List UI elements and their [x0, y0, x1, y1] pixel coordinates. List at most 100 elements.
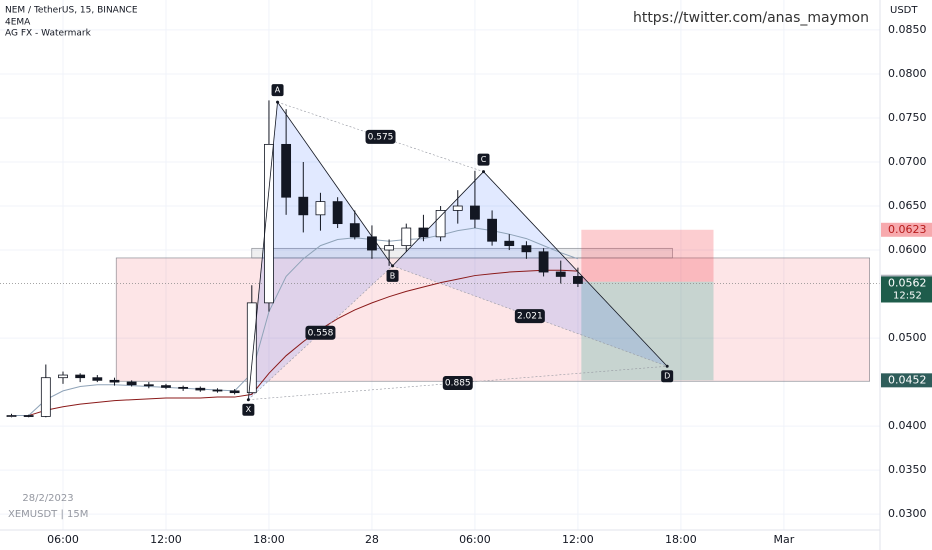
price-label-box	[881, 276, 932, 303]
price-label-box	[881, 222, 932, 237]
x-tick-label: 12:00	[150, 533, 182, 546]
ratio-box	[305, 325, 336, 340]
plot: 0.575 0.558 2.021 0.885 X A B C D	[0, 0, 880, 530]
candle-body	[58, 374, 68, 379]
y-tick-label: 0.0850	[888, 23, 927, 36]
chart-title: NEM / TetherUS, 15, BINANCE	[5, 6, 138, 16]
candle-body	[315, 201, 326, 216]
pattern-area	[392, 171, 668, 367]
y-tick-label: 0.0300	[888, 507, 927, 520]
x-tick-label: 06:00	[47, 533, 79, 546]
point-box	[242, 403, 255, 416]
candle-body	[384, 245, 395, 251]
y-tick-label: 0.0400	[888, 419, 927, 432]
candle-body	[161, 385, 171, 388]
price-label: 0.0562	[888, 276, 927, 289]
point-label: X	[246, 405, 252, 414]
ratio-box	[442, 375, 473, 390]
pattern-point	[276, 100, 280, 104]
y-tick-label: 0.0600	[888, 243, 927, 256]
pattern-leg	[247, 102, 278, 400]
x-tick-label: 18:00	[665, 533, 697, 546]
candle-body	[521, 245, 532, 253]
pattern-leg	[392, 171, 484, 267]
currency: USDT	[890, 5, 918, 16]
point-label: C	[481, 155, 487, 164]
ratio-box	[514, 309, 545, 324]
candle-body	[40, 377, 51, 417]
point-box	[661, 370, 674, 383]
y-tick-label: 0.0350	[888, 463, 927, 476]
candle-body	[92, 377, 103, 381]
candle-body	[195, 387, 206, 391]
candle-body	[229, 390, 240, 394]
candle-body	[281, 143, 292, 198]
pattern-point	[391, 264, 395, 268]
candle-body	[418, 227, 429, 238]
y-tick-label: 0.0750	[888, 111, 927, 124]
pattern-point	[482, 170, 486, 174]
ratio-label: 2.021	[517, 312, 543, 322]
ratio-label: 0.575	[368, 132, 394, 142]
point-label: D	[664, 372, 670, 381]
candle-body	[573, 276, 583, 284]
x-tick-label: 18:00	[253, 533, 285, 546]
candle-body	[143, 384, 154, 387]
x-tick-label: 06:00	[459, 533, 491, 546]
pattern-leg	[277, 101, 393, 267]
ratio-label: 0.885	[445, 378, 471, 388]
indicator: AG FX - Watermark	[5, 29, 92, 39]
candle-body	[555, 271, 566, 277]
watermark: https://twitter.com/anas_maymon	[633, 10, 869, 26]
pattern-point	[246, 398, 250, 402]
ema-line	[11, 269, 578, 417]
candle-body	[298, 196, 309, 216]
zone	[115, 257, 871, 382]
candle-body	[264, 143, 274, 304]
candle-body	[23, 415, 34, 417]
date-label: 28/2/2023	[22, 493, 73, 504]
candle-body	[75, 374, 86, 379]
point-box	[386, 269, 399, 282]
symbol-label: XEMUSDT | 15M	[8, 509, 88, 520]
pattern-point	[665, 364, 669, 368]
y-tick-label: 0.0500	[888, 331, 927, 344]
price-label-box	[881, 373, 932, 388]
ratio-line	[392, 265, 668, 367]
price-label: 0.0623	[888, 223, 927, 236]
x-tick-label: 12:00	[562, 533, 594, 546]
ratio-label: 0.558	[308, 328, 334, 338]
y-tick-label: 0.0650	[888, 199, 927, 212]
candle-body	[332, 201, 343, 225]
price-label: 0.0452	[888, 373, 927, 386]
candle-body	[126, 381, 137, 386]
candle-body	[487, 218, 497, 242]
zone	[581, 229, 714, 282]
candle-body	[349, 223, 360, 238]
point-label: A	[275, 86, 281, 95]
y-tick-label: 0.0800	[888, 67, 927, 80]
zone	[251, 247, 673, 259]
candle-body	[109, 379, 120, 383]
candle-body	[452, 205, 463, 211]
point-box	[271, 84, 284, 97]
y-tick-label: 0.0700	[888, 155, 927, 168]
candle-body	[178, 386, 189, 389]
candle-body	[367, 236, 377, 251]
ratio-line	[248, 265, 393, 400]
countdown: 12:52	[893, 290, 922, 301]
x-tick-label: 28	[365, 533, 379, 546]
pattern-leg	[483, 171, 668, 367]
point-label: B	[390, 271, 396, 280]
ratio-box	[365, 129, 396, 144]
indicator: 4EMA	[5, 18, 31, 28]
candle-body	[212, 389, 223, 392]
candle-body	[470, 205, 480, 220]
point-box	[477, 153, 490, 166]
candle-body	[401, 227, 412, 247]
candle-body	[6, 415, 17, 417]
candle-body	[538, 251, 549, 273]
candle-body	[504, 240, 515, 247]
